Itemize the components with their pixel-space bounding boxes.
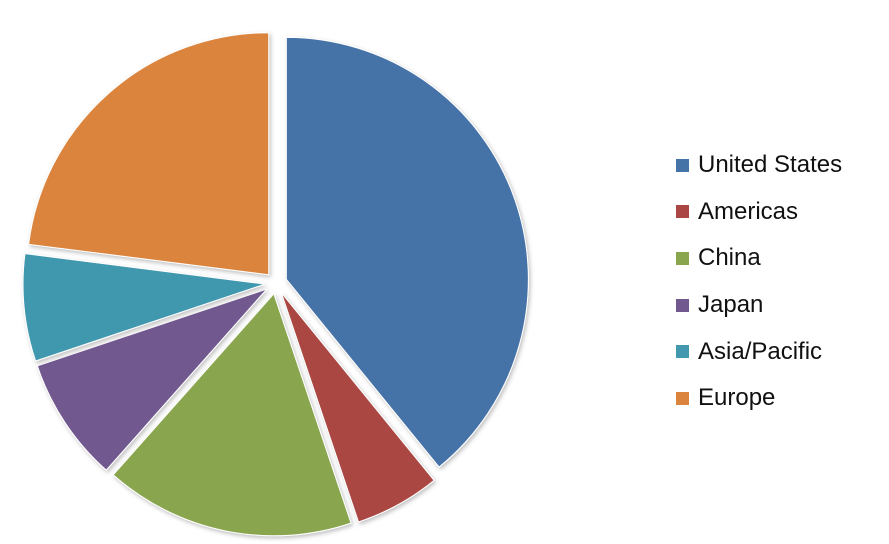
- legend-item-americas: Americas: [676, 189, 881, 236]
- legend-swatch-americas: [676, 205, 689, 219]
- legend: United States Americas China Japan Asia/…: [676, 142, 881, 422]
- pie-slice-asia-pacific: [22, 253, 266, 362]
- legend-item-china: China: [676, 235, 881, 282]
- legend-item-japan: Japan: [676, 282, 881, 329]
- legend-swatch-china: [676, 251, 689, 265]
- legend-label-china: China: [698, 244, 761, 272]
- pie-slice-united-states: [285, 36, 529, 468]
- legend-swatch-asia-pacific: [676, 345, 689, 359]
- legend-label-united-states: United States: [698, 151, 843, 179]
- legend-label-japan: Japan: [698, 291, 764, 319]
- pie-slice-japan: [36, 288, 269, 471]
- legend-swatch-united-states: [676, 158, 689, 172]
- pie-slice-americas: [280, 292, 435, 523]
- legend-label-americas: Americas: [698, 197, 799, 225]
- legend-label-europe: Europe: [698, 384, 776, 412]
- legend-item-europe: Europe: [676, 375, 881, 422]
- pie-slice-europe: [28, 32, 270, 276]
- pie-slice-china: [112, 292, 352, 537]
- legend-item-united-states: United States: [676, 142, 881, 189]
- legend-swatch-europe: [676, 391, 689, 405]
- legend-swatch-japan: [676, 298, 689, 312]
- legend-label-asia-pacific: Asia/Pacific: [698, 337, 823, 365]
- legend-item-asia-pacific: Asia/Pacific: [676, 328, 881, 375]
